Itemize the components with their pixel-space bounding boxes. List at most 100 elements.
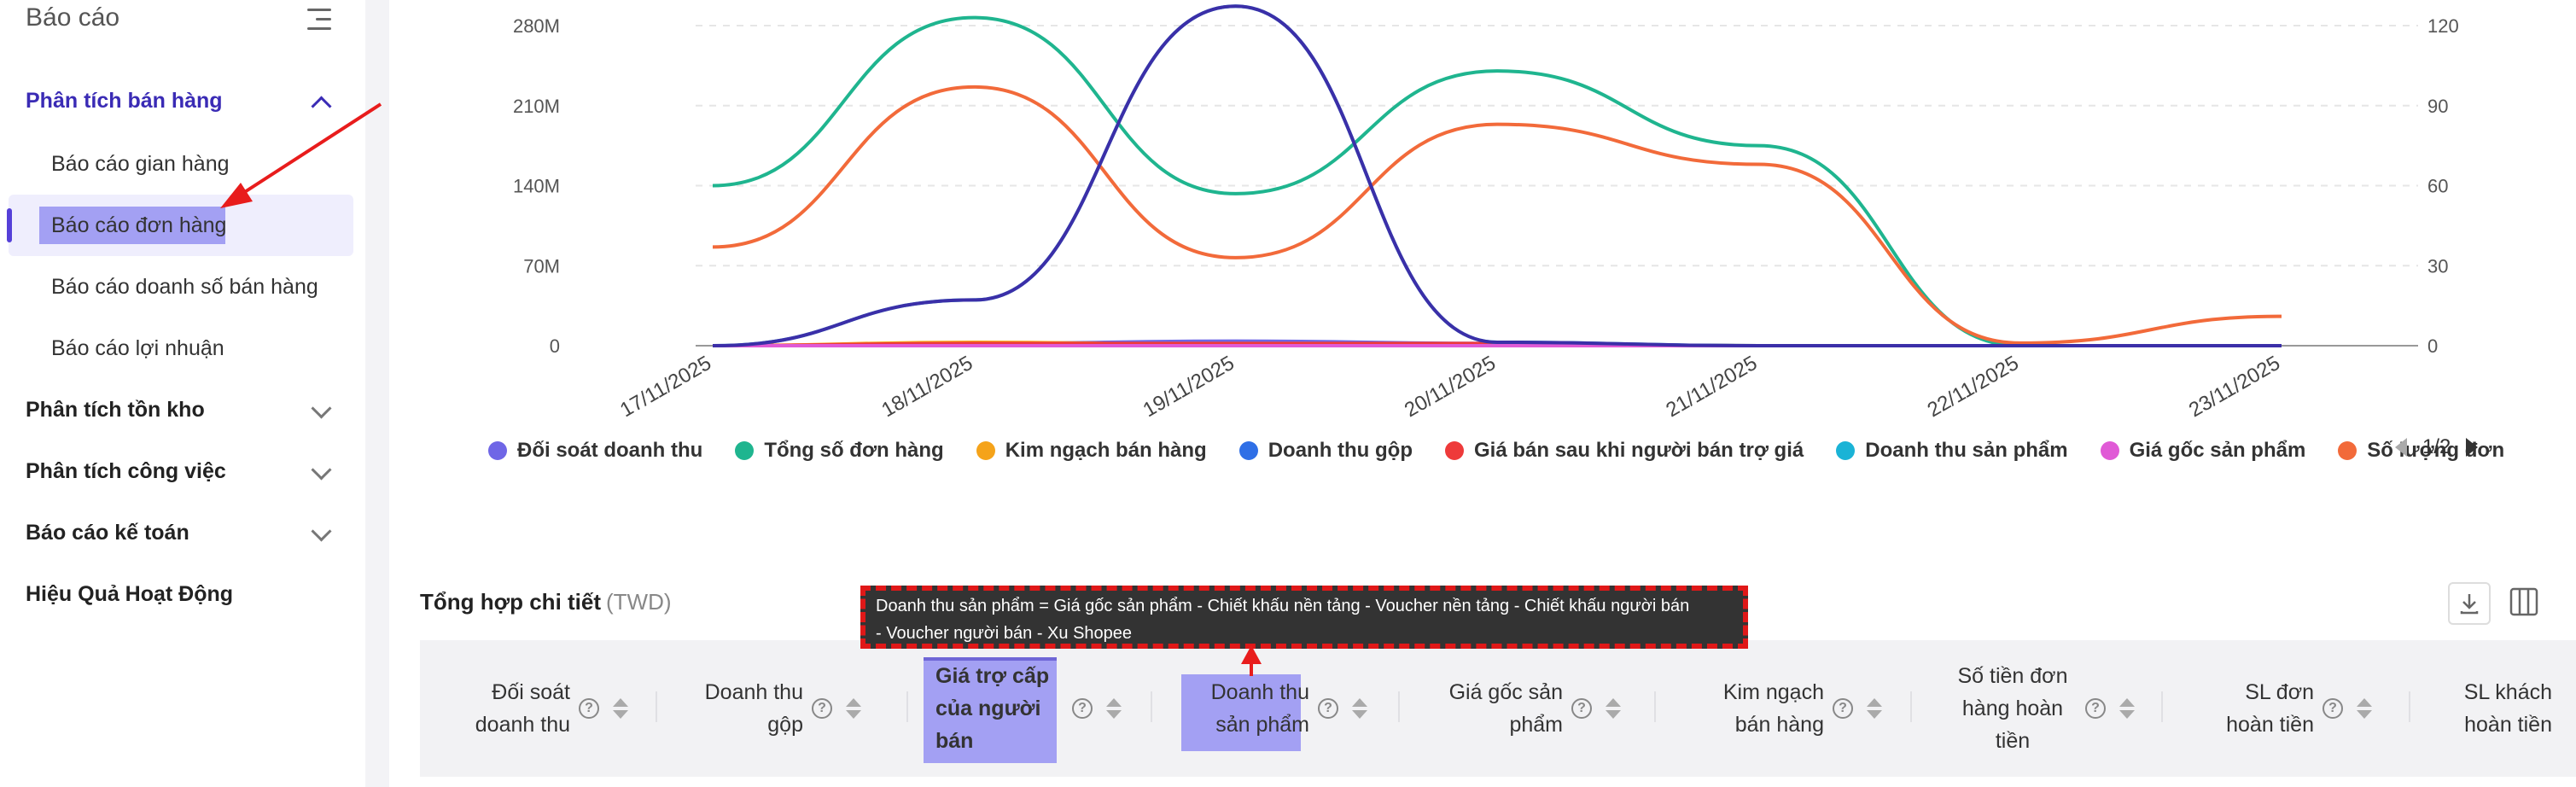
sidebar-active-indicator [7, 208, 12, 242]
column-header[interactable]: SL khách hoàn tiền [2433, 640, 2576, 777]
sidebar-section-work-analysis[interactable]: Phân tích công việc [26, 459, 226, 483]
next-page-icon[interactable] [2466, 438, 2479, 457]
column-label: Kim ngạch bán hàng [1722, 680, 1824, 737]
detail-title: Tổng hợp chi tiết (TWD) [420, 589, 672, 615]
text-selection-highlight [1181, 674, 1301, 751]
legend-page-indicator: 1/2 [2422, 435, 2451, 458]
collapse-menu-icon[interactable] [304, 7, 331, 32]
help-icon[interactable]: ? [2085, 698, 2106, 719]
legend-dot [1238, 441, 1258, 460]
sidebar-section-inventory-analysis[interactable]: Phân tích tồn kho [26, 398, 205, 422]
sidebar-item-store-report[interactable]: Báo cáo gian hàng [51, 152, 230, 176]
x-tick-label: 19/11/2025 [1139, 352, 1238, 423]
columns-icon [2509, 587, 2538, 616]
selection-border [924, 657, 1057, 661]
help-icon[interactable]: ? [1318, 698, 1338, 719]
sort-icon[interactable] [2357, 698, 2372, 719]
legend-label: Kim ngạch bán hàng [1005, 439, 1207, 462]
column-label: Đối soát doanh thu [475, 680, 570, 737]
legend-item[interactable]: Số lượng đơn [2338, 439, 2504, 463]
help-icon[interactable]: ? [1571, 698, 1592, 719]
table-header [420, 640, 2576, 777]
text-selection-highlight [39, 207, 225, 244]
help-icon[interactable]: ? [1072, 698, 1093, 719]
sort-icon[interactable] [846, 698, 861, 719]
sort-icon[interactable] [613, 698, 628, 719]
sidebar-item-sales-revenue-report[interactable]: Báo cáo doanh số bán hàng [51, 275, 318, 299]
sort-icon[interactable] [1106, 698, 1122, 719]
column-label: Giá gốc sản phẩm [1448, 680, 1563, 737]
help-icon[interactable]: ? [2322, 698, 2343, 719]
column-separator [1151, 691, 1152, 722]
sidebar-title: Báo cáo [26, 3, 120, 32]
sidebar-item-profit-report[interactable]: Báo cáo lợi nhuận [51, 336, 224, 360]
x-tick-label: 20/11/2025 [1401, 352, 1500, 423]
column-header[interactable]: Kim ngạch bán hàng? [1678, 640, 1900, 777]
legend-dot [976, 441, 995, 460]
sidebar-section-sales-analysis[interactable]: Phân tích bán hàng [26, 89, 223, 113]
legend-dot [1836, 441, 1856, 460]
legend-pager: 1/2 [2395, 435, 2479, 459]
legend-label: Doanh thu sản phẩm [1865, 439, 2068, 462]
columns-button[interactable] [2504, 582, 2544, 621]
sort-icon[interactable] [1352, 698, 1367, 719]
column-separator [2409, 691, 2410, 722]
column-header[interactable]: SL đơn hoàn tiền? [2185, 640, 2390, 777]
legend-item[interactable]: Kim ngạch bán hàng [976, 439, 1207, 463]
legend-dot [735, 441, 755, 460]
sidebar-item-order-report[interactable]: Báo cáo đơn hàng [51, 213, 227, 237]
series-line [712, 85, 2282, 345]
legend-label: Doanh thu gộp [1268, 439, 1413, 462]
text-selection-highlight [924, 657, 1057, 763]
legend-dot [2338, 441, 2357, 460]
y-left-tick-label: 0 [550, 335, 560, 357]
column-separator [656, 691, 657, 722]
legend-dot [1445, 441, 1464, 460]
prev-page-icon[interactable] [2395, 438, 2407, 457]
legend-item[interactable]: Đối soát doanh thu [488, 439, 702, 463]
column-header[interactable]: Số tiền đơn hàng hoàn tiền? [1931, 640, 2153, 777]
legend-item[interactable]: Giá bán sau khi người bán trợ giá [1445, 439, 1804, 463]
column-header[interactable]: Giá gốc sản phẩm? [1417, 640, 1639, 777]
chevron-down-icon[interactable] [311, 521, 332, 542]
legend-dot [2100, 441, 2119, 460]
column-label: Doanh thu sản phẩm [1210, 680, 1309, 737]
column-header[interactable]: Doanh thu sản phẩm? [1178, 640, 1383, 777]
column-label: Doanh thu gộp [704, 680, 803, 737]
x-tick-label: 21/11/2025 [1662, 352, 1761, 423]
help-icon[interactable]: ? [579, 698, 599, 719]
column-label: SL khách hoàn tiền [2463, 680, 2552, 737]
tooltip-line: - Voucher người bán - Xu Shopee [876, 624, 1133, 643]
formula-tooltip: Doanh thu sản phẩm = Giá gốc sản phẩm - … [860, 586, 1748, 649]
download-button[interactable] [2448, 582, 2491, 625]
sort-icon[interactable] [2119, 698, 2135, 719]
y-left-tick-label: 280M [513, 15, 560, 37]
series-line [712, 4, 2282, 348]
sort-icon[interactable] [1606, 698, 1621, 719]
x-tick-label: 17/11/2025 [616, 352, 715, 423]
series-line [712, 15, 2282, 348]
detail-unit: (TWD) [606, 589, 672, 615]
y-left-tick-label: 210M [513, 96, 560, 117]
sidebar-section-accounting-report[interactable]: Báo cáo kế toán [26, 521, 189, 545]
column-separator [906, 691, 908, 722]
help-icon[interactable]: ? [1833, 698, 1853, 719]
x-tick-label: 18/11/2025 [877, 352, 976, 423]
sort-icon[interactable] [1867, 698, 1882, 719]
legend-label: Tổng số đơn hàng [764, 439, 944, 462]
column-header[interactable]: Giá trợ cấp của người bán? [922, 640, 1135, 777]
x-tick-label: 22/11/2025 [1924, 352, 2023, 423]
legend-item[interactable]: Giá gốc sản phẩm [2100, 439, 2306, 463]
legend-item[interactable]: Tổng số đơn hàng [735, 439, 944, 463]
column-header[interactable]: Doanh thu gộp? [666, 640, 888, 777]
legend-item[interactable]: Doanh thu sản phẩm [1836, 439, 2068, 463]
legend-item[interactable]: Doanh thu gộp [1238, 439, 1413, 463]
legend-label: Giá gốc sản phẩm [2129, 439, 2306, 462]
chart-legend: Đối soát doanh thu Tổng số đơn hàng Kim … [488, 434, 2537, 468]
column-label: Số tiền đơn hàng hoàn tiền [1957, 664, 2068, 753]
y-right-tick-label: 0 [2427, 335, 2438, 357]
column-header[interactable]: Đối soát doanh thu? [420, 640, 642, 777]
column-separator [1910, 691, 1912, 722]
help-icon[interactable]: ? [812, 698, 832, 719]
sidebar-section-performance[interactable]: Hiệu Quả Hoạt Động [26, 582, 234, 606]
